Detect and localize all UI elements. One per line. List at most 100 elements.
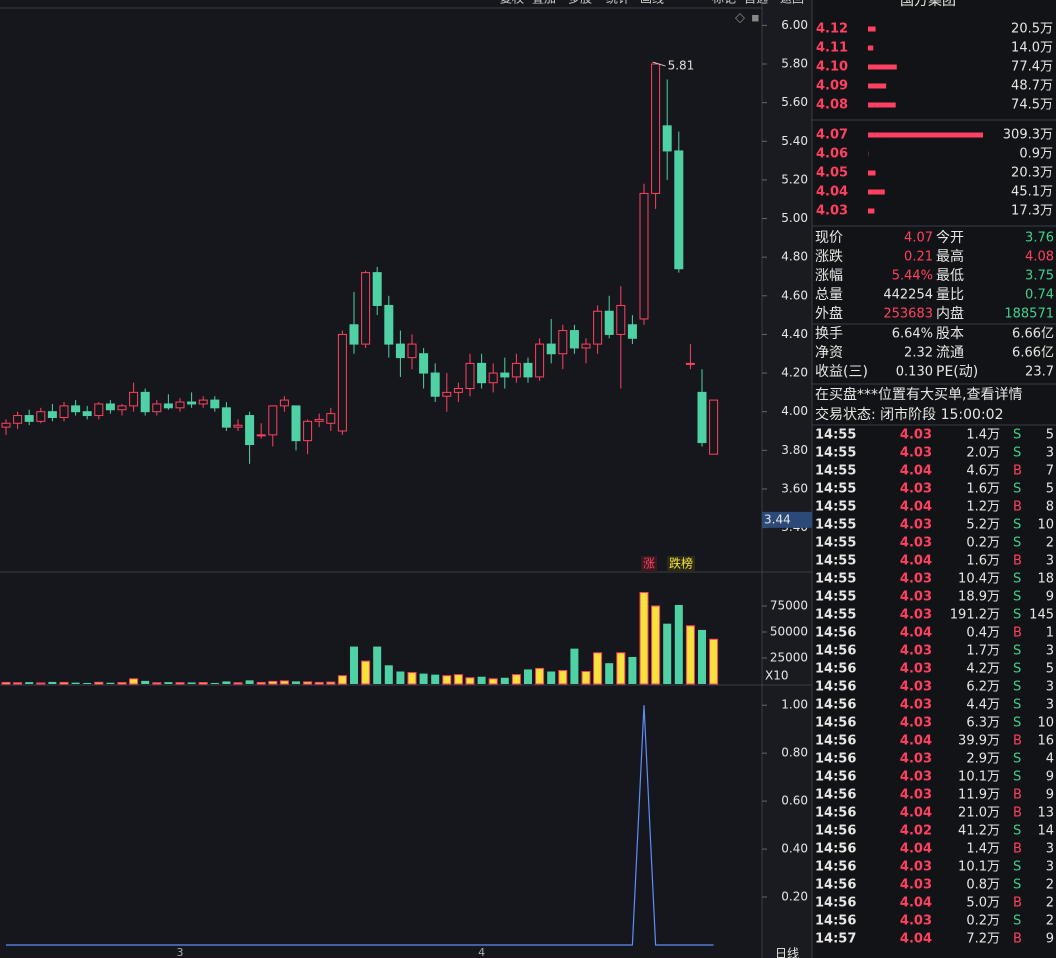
trade-volume: 10.1万 [958, 860, 1000, 875]
toolbar-button[interactable]: 多股 [568, 0, 592, 6]
toolbar-button[interactable]: 自选 [744, 0, 768, 6]
trade-price: 4.03 [900, 698, 932, 713]
volume-bar [547, 671, 556, 684]
trade-price: 4.03 [900, 770, 932, 785]
period-label[interactable]: 日线 [775, 947, 799, 958]
trade-status: 交易状态: 闭市阶段 15:00:02 [815, 406, 1004, 423]
trade-price: 4.03 [900, 572, 932, 587]
trade-time: 14:56 [815, 842, 856, 857]
trade-count: 3 [1046, 680, 1054, 695]
book-volume: 20.5万 [1011, 22, 1053, 37]
trade-count: 3 [1046, 554, 1054, 569]
toolbar-button[interactable]: 统计 [606, 0, 630, 6]
trade-price: 4.03 [900, 482, 932, 497]
trade-time: 14:55 [815, 428, 856, 443]
volume-bar [581, 671, 591, 685]
peak-pointer [652, 61, 666, 67]
volume-bar [36, 682, 46, 685]
y-tick-label: 4.40 [781, 327, 808, 341]
candle-body [245, 415, 255, 446]
trade-volume: 2.0万 [966, 446, 1000, 461]
volume-bar [48, 681, 57, 684]
x-tick-label: 4 [478, 946, 485, 958]
candle-body [395, 343, 405, 359]
volume-bar [674, 604, 683, 684]
book-price: 4.08 [816, 98, 848, 113]
candle-body [407, 343, 417, 359]
volume-bar [292, 681, 300, 684]
trade-volume: 1.7万 [966, 644, 1000, 659]
trade-side: B [1013, 932, 1022, 947]
quote-value: 4.08 [1025, 250, 1054, 265]
trade-side: B [1013, 788, 1022, 803]
candle-body [198, 399, 208, 405]
trade-volume: 1.6万 [966, 554, 1000, 569]
toolbar-button[interactable]: 标记 [712, 0, 736, 6]
candle-body [569, 330, 579, 349]
volume-bar [256, 681, 266, 685]
volume-bar [326, 681, 336, 685]
candle-body [674, 150, 684, 270]
volume-bar [1, 681, 11, 685]
trade-price: 4.03 [900, 590, 932, 605]
quote-label: 外盘 [815, 305, 843, 322]
toolbar-button[interactable]: 画线 [640, 0, 664, 6]
notice[interactable]: 在买盘***位置有大买单,查看详情 [815, 386, 1022, 403]
quote-value: 2.32 [904, 346, 933, 361]
chart-tag[interactable]: 涨 [643, 556, 655, 571]
trade-time: 14:55 [815, 482, 856, 497]
trade-side: S [1013, 680, 1021, 695]
chart-tag[interactable]: 跌榜 [669, 556, 693, 571]
diamond-icon[interactable]: ◇ [735, 11, 745, 26]
tag-box [641, 556, 657, 572]
book-volume: 20.3万 [1011, 166, 1053, 181]
trade-volume: 0.8万 [966, 878, 1000, 893]
volume-bar [279, 680, 289, 685]
toolbar-button[interactable]: 返回 [780, 0, 804, 6]
candle-body [627, 324, 637, 339]
y-tick-label: 5.20 [781, 172, 808, 186]
toolbar-button[interactable]: 叠加 [532, 0, 556, 6]
book-volume: 17.3万 [1011, 204, 1053, 219]
trade-volume: 2.9万 [966, 752, 1000, 767]
candle-body [349, 324, 359, 345]
trade-time: 14:55 [815, 536, 856, 551]
trade-side: B [1013, 500, 1022, 515]
volume-bar [233, 682, 243, 685]
book-volume: 14.0万 [1011, 41, 1053, 56]
candle-body [140, 391, 150, 413]
book-price: 4.10 [816, 60, 848, 75]
trade-volume: 6.3万 [966, 716, 1000, 731]
volume-bar [245, 680, 254, 684]
volume-bar [198, 682, 208, 685]
volume-bar [511, 674, 521, 685]
volume-bar [628, 656, 637, 684]
trade-count: 7 [1046, 464, 1054, 479]
trade-count: 3 [1046, 446, 1054, 461]
trade-volume: 7.2万 [966, 932, 1000, 947]
trade-volume: 21.0万 [958, 806, 1000, 821]
quote-label: 最低 [936, 268, 964, 284]
trade-count: 5 [1046, 662, 1054, 677]
trade-side: S [1013, 644, 1021, 659]
candle-body [651, 63, 661, 194]
trade-side: S [1013, 482, 1021, 497]
volume-bar [350, 646, 358, 684]
y-tick-label: 5.00 [781, 211, 808, 225]
trade-price: 4.04 [900, 932, 932, 947]
candle-body [535, 343, 545, 378]
trade-time: 14:55 [815, 446, 856, 461]
trade-time: 14:56 [815, 806, 856, 821]
trade-time: 14:55 [815, 590, 856, 605]
trade-side: S [1013, 752, 1021, 767]
menu-icon[interactable]: ▪ [751, 11, 760, 26]
trade-count: 2 [1046, 878, 1054, 893]
toolbar-button[interactable]: 复权 [500, 0, 524, 6]
y-tick-label: 0.20 [781, 890, 808, 904]
trade-side: S [1013, 914, 1021, 929]
trade-time: 14:56 [815, 626, 856, 641]
volume-bar [570, 648, 579, 684]
y-tick-label: 4.00 [781, 404, 808, 418]
quote-value: 6.64% [892, 327, 933, 342]
candle-body [326, 413, 336, 424]
